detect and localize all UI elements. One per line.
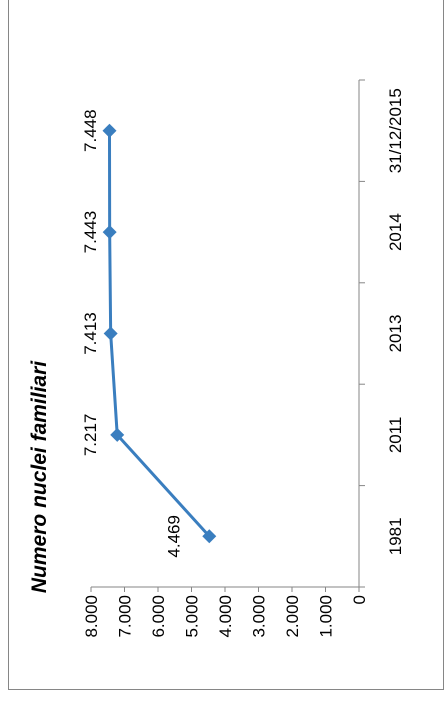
y-tick-label: 5.000 xyxy=(183,595,202,638)
data-label: 4.469 xyxy=(164,515,183,558)
y-tick-label: 1.000 xyxy=(317,595,336,638)
y-tick-label: 7.000 xyxy=(116,595,135,638)
x-tick-label: 2014 xyxy=(386,213,405,251)
chart-frame xyxy=(8,0,444,690)
x-tick-label: 1981 xyxy=(386,517,405,555)
data-label: 7.217 xyxy=(81,414,100,457)
chart-title: Numero nuclei familiari xyxy=(28,360,51,593)
data-label: 7.413 xyxy=(81,312,100,355)
y-tick-label: 3.000 xyxy=(250,595,269,638)
series-line xyxy=(107,130,211,538)
data-point xyxy=(110,427,125,442)
data-point xyxy=(102,123,117,138)
y-tick-label: 6.000 xyxy=(149,595,168,638)
data-point xyxy=(102,225,117,240)
data-point xyxy=(103,326,118,341)
data-label: 7.443 xyxy=(81,211,100,254)
data-label: 7.448 xyxy=(81,109,100,152)
x-tick-label: 2011 xyxy=(386,417,405,454)
y-tick-label: 4.000 xyxy=(216,595,235,638)
y-tick-label: 2.000 xyxy=(283,595,302,638)
y-tick-label: 8.000 xyxy=(82,595,101,638)
x-tick-label: 31/12/2015 xyxy=(386,88,405,173)
y-tick-label: 0 xyxy=(350,595,369,604)
data-point xyxy=(202,529,217,544)
x-tick-label: 2013 xyxy=(386,315,405,353)
